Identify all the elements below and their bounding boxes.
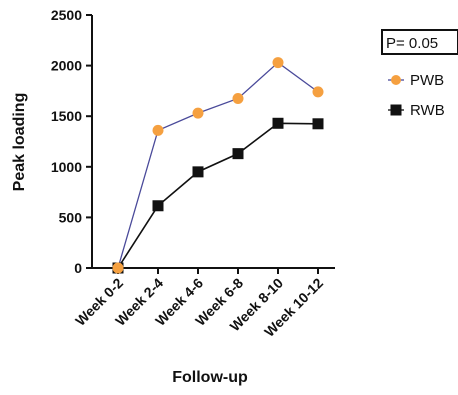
legend-label-pwb: PWB <box>410 72 444 89</box>
point-pwb <box>232 92 244 104</box>
point-rwb <box>232 148 244 160</box>
y-tick-label: 2500 <box>51 7 82 23</box>
point-rwb <box>192 166 204 178</box>
point-pwb <box>152 124 164 136</box>
y-axis-title: Peak loading <box>11 93 28 192</box>
y-tick-label: 1000 <box>51 159 82 175</box>
point-pwb <box>312 86 324 98</box>
y-tick-label: 0 <box>74 260 82 276</box>
annotation-box <box>381 29 458 55</box>
legend-marker-pwb <box>391 75 401 85</box>
x-axis-title: Follow-up <box>172 369 248 386</box>
point-rwb <box>272 117 284 129</box>
plot-area <box>112 57 324 274</box>
y-axis: 0 500 1000 1500 2000 2500 <box>51 7 93 276</box>
y-tick-label: 1500 <box>51 108 82 124</box>
series-line-pwb <box>117 61 319 269</box>
point-rwb <box>152 200 164 212</box>
legend-label-rwb: RWB <box>410 102 445 119</box>
point-pwb <box>112 262 124 274</box>
point-rwb <box>312 118 324 130</box>
legend: P= 0.05 PWB RWB <box>381 29 458 119</box>
p-value-annotation: P= 0.05 <box>386 35 438 52</box>
point-pwb <box>192 107 204 119</box>
legend-marker-rwb <box>390 104 402 116</box>
series-line-rwb <box>117 122 319 269</box>
y-tick-label: 2000 <box>51 58 82 74</box>
y-tick-label: 500 <box>59 209 83 225</box>
point-pwb <box>272 57 284 69</box>
